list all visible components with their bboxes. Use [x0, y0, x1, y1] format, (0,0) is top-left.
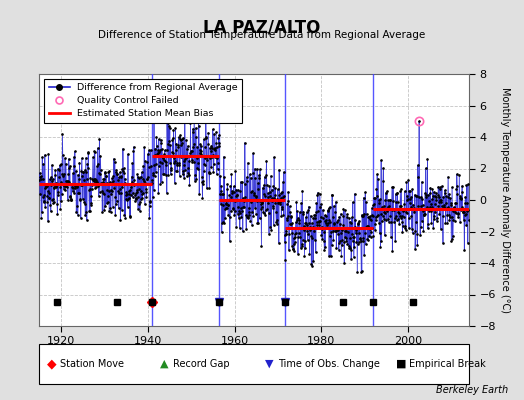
- Text: ■: ■: [396, 359, 406, 369]
- Legend: Difference from Regional Average, Quality Control Failed, Estimated Station Mean: Difference from Regional Average, Qualit…: [44, 79, 243, 123]
- Text: ▲: ▲: [160, 359, 168, 369]
- Text: LA PAZ/ALTO: LA PAZ/ALTO: [203, 18, 321, 36]
- Text: Record Gap: Record Gap: [173, 359, 230, 369]
- Text: Difference of Station Temperature Data from Regional Average: Difference of Station Temperature Data f…: [99, 30, 425, 40]
- Text: Empirical Break: Empirical Break: [409, 359, 485, 369]
- Text: Station Move: Station Move: [60, 359, 124, 369]
- Text: Berkeley Earth: Berkeley Earth: [436, 385, 508, 395]
- Text: ▼: ▼: [265, 359, 273, 369]
- Text: ◆: ◆: [47, 358, 57, 370]
- Text: Time of Obs. Change: Time of Obs. Change: [278, 359, 379, 369]
- Y-axis label: Monthly Temperature Anomaly Difference (°C): Monthly Temperature Anomaly Difference (…: [500, 87, 510, 313]
